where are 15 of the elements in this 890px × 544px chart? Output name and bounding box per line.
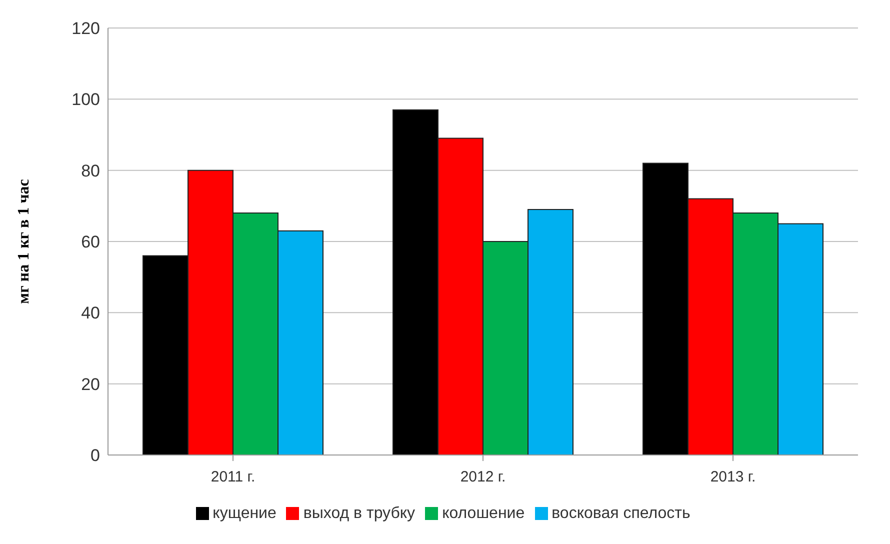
- legend-label: колошение: [442, 505, 525, 522]
- legend-label: выход в трубку: [303, 505, 416, 522]
- y-tick-label: 40: [81, 304, 100, 323]
- legend-label: восковая спелость: [552, 505, 690, 522]
- x-tick-label: 2011 г.: [210, 468, 256, 486]
- legend-label: кущение: [212, 505, 276, 522]
- x-tick-label: 2013 г.: [710, 468, 756, 486]
- x-tick-label: 2012 г.: [460, 468, 506, 486]
- y-axis-title: мг на 1 кг в 1 час: [16, 179, 33, 304]
- y-tick-label: 20: [81, 374, 100, 394]
- y-tick-label: 0: [90, 446, 100, 466]
- y-tick-label: 120: [72, 19, 100, 38]
- y-tick-label: 80: [81, 161, 100, 180]
- y-tick-label: 100: [72, 90, 100, 110]
- y-tick-label: 60: [81, 232, 100, 252]
